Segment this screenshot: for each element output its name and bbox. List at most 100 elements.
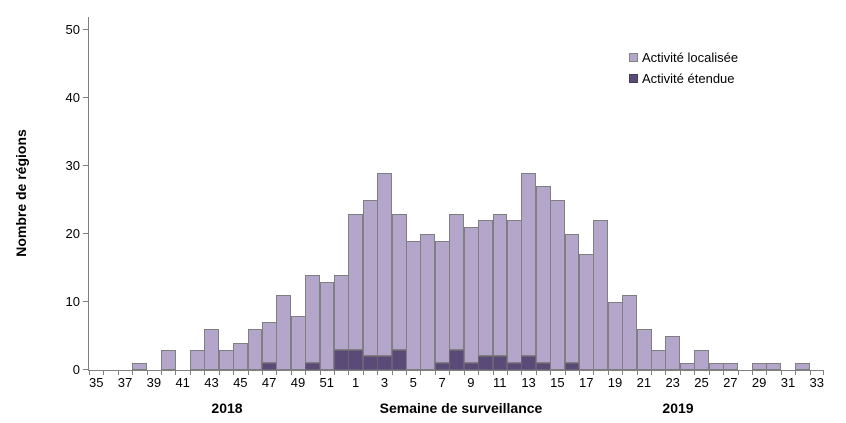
x-tick [607, 371, 609, 375]
bar-segment-localisee [276, 295, 292, 370]
bar-segment-localisee [478, 220, 494, 357]
bar-segment-localisee [694, 349, 710, 370]
x-tick-label: 37 [117, 375, 133, 390]
bar-segment-localisee [751, 363, 767, 370]
x-tick [175, 371, 177, 375]
x-tick [276, 371, 278, 375]
bar-segment-localisee [406, 240, 421, 370]
x-tick-label: 33 [809, 375, 825, 390]
bar-segment-etendue [492, 356, 508, 370]
bar-segment-localisee [420, 234, 436, 370]
x-tick [463, 371, 465, 375]
x-tick [550, 371, 552, 375]
y-axis-title: Nombre de régions [13, 129, 29, 257]
bar-segment-etendue [377, 356, 393, 370]
bar-segment-etendue [478, 356, 494, 370]
bar-segment-localisee [535, 186, 551, 364]
year-label-2018: 2018 [211, 400, 243, 416]
legend-item-localisee: Activité localisée [629, 49, 739, 65]
x-tick [708, 371, 710, 375]
x-tick [161, 371, 163, 375]
x-tick [334, 371, 335, 375]
x-tick [622, 371, 624, 375]
legend-swatch-etendue-icon [629, 73, 638, 83]
x-tick [751, 371, 753, 375]
bar-segment-localisee [665, 336, 681, 370]
bar-segment-localisee [334, 274, 349, 350]
x-tick [492, 371, 494, 375]
bar-segment-localisee [319, 281, 335, 370]
x-tick [679, 371, 681, 375]
x-tick-label: 29 [751, 375, 767, 390]
bar-segment-localisee [723, 363, 739, 370]
legend-item-etendue: Activité étendue [629, 70, 738, 86]
y-tick-label: 40 [65, 90, 80, 105]
bar-segment-localisee [247, 329, 263, 370]
plot-area: 35 37 39 41 43 45 47 49 51 1 3 5 7 9 11 13 15 17 19 21 23 25 2… [66, 17, 824, 390]
x-tick-label: 49 [290, 375, 306, 390]
x-tick [579, 371, 580, 375]
x-tick-label: 23 [665, 375, 680, 390]
bar-segment-localisee [305, 274, 321, 364]
x-tick [636, 371, 638, 375]
x-tick-label: 1 [351, 375, 360, 390]
x-tick [506, 371, 508, 375]
x-tick-label: 45 [233, 375, 248, 390]
bar-segment-localisee [377, 172, 393, 357]
y-tick-label: 30 [65, 158, 80, 173]
x-tick [651, 371, 653, 375]
x-tick-label: 43 [204, 375, 219, 390]
x-tick [132, 371, 134, 375]
bar-segment-etendue [521, 356, 537, 370]
x-tick-label: 3 [380, 375, 389, 390]
bar-segment-etendue [334, 349, 349, 370]
x-tick [233, 371, 235, 375]
bar-segment-localisee [550, 200, 566, 370]
bar-segment-etendue [506, 363, 522, 370]
x-tick [434, 371, 436, 375]
bar-segment-localisee [708, 363, 724, 370]
y-tick-label: 20 [65, 226, 80, 241]
bar-segment-localisee [607, 302, 623, 370]
bar-segment-localisee [218, 349, 234, 370]
x-tick-label: 25 [694, 375, 709, 390]
bar-segment-etendue [463, 363, 479, 370]
bar-segment-localisee [622, 295, 638, 370]
y-tick [83, 29, 88, 30]
bar-segment-localisee [521, 172, 537, 357]
bar-segment-localisee [651, 349, 666, 370]
x-tick [290, 371, 292, 375]
legend-swatch-localisee-icon [629, 52, 638, 62]
x-tick-label: 11 [492, 375, 507, 390]
bar-segment-localisee [463, 227, 479, 364]
x-tick [89, 371, 90, 375]
x-tick [564, 371, 566, 375]
x-tick-label: 21 [636, 375, 652, 390]
x-tick [780, 371, 782, 375]
x-tick [535, 371, 537, 375]
x-tick [593, 371, 595, 375]
x-tick [723, 371, 725, 375]
bar-segment-etendue [535, 363, 551, 370]
x-tick [204, 371, 206, 375]
bar-segment-etendue [362, 356, 378, 370]
x-tick-label: 27 [723, 375, 738, 390]
x-tick-label: 47 [261, 375, 277, 390]
x-tick [391, 371, 393, 375]
bar-segment-localisee [290, 315, 306, 370]
legend-label-etendue: Activité étendue [642, 70, 735, 86]
x-tick [809, 371, 811, 375]
y-tick [83, 369, 88, 370]
bar-segment-localisee [391, 213, 407, 350]
bar-segment-localisee [204, 329, 220, 370]
x-tick [146, 371, 148, 375]
x-tick [218, 371, 220, 375]
bar-segment-etendue [261, 363, 277, 370]
bar-segment-etendue [564, 363, 580, 370]
bar-segment-localisee [362, 200, 378, 357]
x-tick-label: 19 [607, 375, 623, 390]
legend-label-localisee: Activité localisée [642, 49, 739, 65]
legend: Activité localisée Activité étendue [629, 50, 738, 92]
bar-segment-localisee [679, 363, 695, 370]
